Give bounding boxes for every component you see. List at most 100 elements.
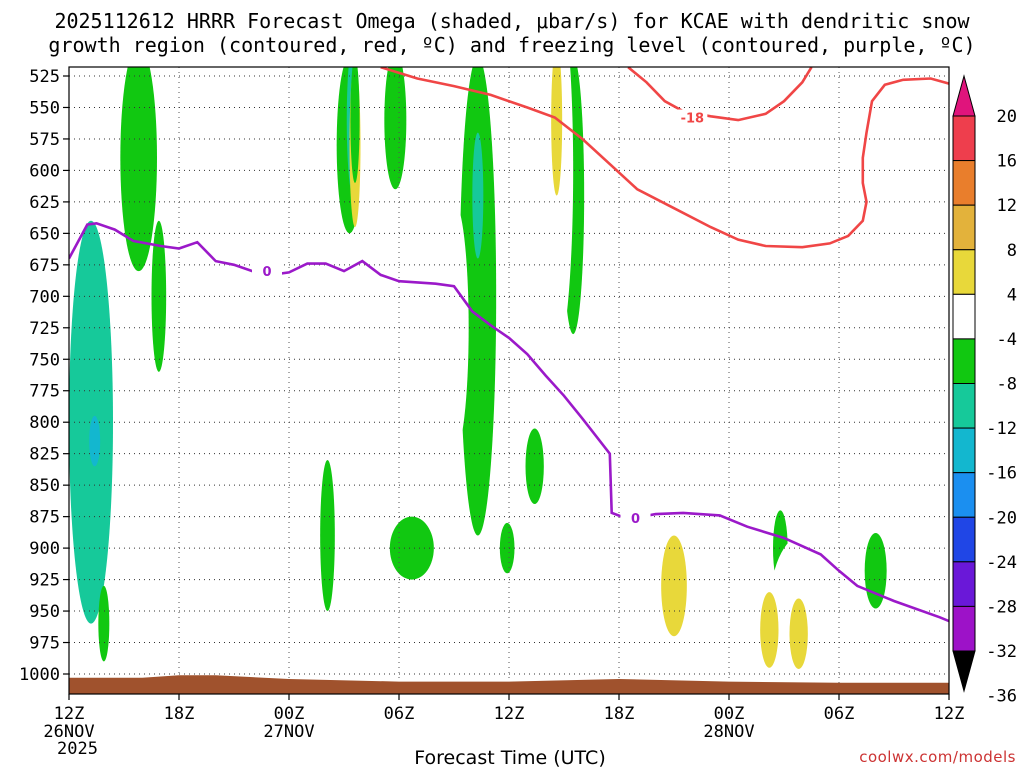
omega-region-35: [901, 346, 913, 448]
omega-region-10: [525, 428, 544, 505]
omega-region-14: [98, 585, 110, 662]
y-tick-label-950: 950: [29, 602, 60, 622]
x-tick-label-3: 06Z: [384, 704, 415, 724]
omega-region-1: [120, 67, 157, 272]
colorbar-swatch-6: [952, 383, 976, 429]
omega-region-20: [237, 548, 286, 694]
y-tick-label-700: 700: [29, 287, 60, 307]
colorbar-label-5: -4: [997, 330, 1017, 350]
omega-region-19: [197, 478, 231, 668]
x-tick-label-5: 18Z: [604, 704, 635, 724]
colorbar-label-13: -36: [986, 687, 1017, 707]
freezing-level-label-1-bg: [620, 509, 651, 526]
colorbar-label-10: -24: [986, 553, 1017, 573]
omega-region-42: [789, 598, 808, 669]
omega-region-9: [389, 516, 434, 580]
omega-region-2: [151, 220, 167, 372]
gridlines: [69, 67, 949, 694]
y-tick-label-600: 600: [29, 161, 60, 181]
y-tick-label-975: 975: [29, 634, 60, 654]
y-tick-label-625: 625: [29, 193, 60, 213]
x-tick-label-8: 12Z: [934, 704, 965, 724]
colorbar: 20 16 12 8 4 -4 -8 -12 -16 -20 -24 -28 -32 -36: [952, 74, 1017, 707]
y-tick-label-850: 850: [29, 476, 60, 496]
colorbar-swatch-0: [952, 115, 976, 162]
y-tick-label-725: 725: [29, 319, 60, 339]
freezing-level-label-0-bg: [252, 263, 282, 280]
ground-terrain: [69, 675, 949, 694]
x-tick-label-4: 12Z: [494, 704, 525, 724]
x-tick-date-2: 27NOV: [263, 722, 314, 742]
colorbar-bottom-arrow: [952, 650, 976, 693]
colorbar-swatch-3: [952, 249, 976, 295]
colorbar-label-2: 12: [997, 196, 1017, 216]
omega-region-8: [320, 459, 335, 612]
dgz-contour-label: -18: [681, 112, 705, 127]
colorbar-swatch-8: [952, 472, 976, 518]
omega-region-24: [362, 623, 473, 687]
chart-title-line2: growth region (contoured, red, ºC) and f…: [48, 33, 975, 57]
x-tick-label-1: 18Z: [164, 704, 195, 724]
colorbar-swatch-11: [952, 605, 976, 652]
y-tick-label-650: 650: [29, 224, 60, 244]
colorbar-label-4: 4: [1007, 285, 1017, 305]
x-tick-label-6: 00Z: [714, 704, 745, 724]
colorbar-label-11: -28: [986, 597, 1017, 617]
x-tick-date-6: 28NOV: [703, 722, 754, 742]
omega-region-16: [472, 132, 484, 259]
colorbar-label-6: -8: [997, 375, 1017, 395]
colorbar-swatch-1: [952, 160, 976, 206]
omega-region-41: [760, 592, 779, 668]
omega-region-40: [661, 535, 687, 637]
chart-title-line1: 2025112612 HRRR Forecast Omega (shaded, …: [54, 9, 970, 33]
colorbar-swatch-9: [952, 516, 976, 563]
y-tick-label-550: 550: [29, 98, 60, 118]
omega-region-18: [267, 233, 297, 435]
y-tick-label-775: 775: [29, 382, 60, 402]
credit-text: coolwx.com/models: [859, 748, 1016, 766]
omega-region-43: [551, 67, 563, 196]
colorbar-label-8: -16: [986, 464, 1017, 484]
x-axis-label: Forecast Time (UTC): [414, 747, 605, 768]
y-tick-label-875: 875: [29, 508, 60, 528]
y-tick-label-825: 825: [29, 445, 60, 465]
colorbar-swatch-7: [952, 427, 976, 474]
y-tick-label-1000: 1000: [19, 665, 60, 685]
omega-region-44: [350, 67, 360, 183]
x-tick-date-0: 26NOV: [43, 722, 94, 742]
colorbar-label-0: 20: [997, 107, 1017, 127]
omega-region-22: [336, 283, 352, 410]
freezing-level-line: [69, 221, 949, 623]
omega-region-37: [932, 94, 949, 297]
plot-area: [69, 67, 949, 694]
dgz-contour-segment-1: [627, 67, 813, 122]
y-tick-label-575: 575: [29, 130, 60, 150]
colorbar-label-12: -32: [986, 642, 1017, 662]
y-tick-label-800: 800: [29, 413, 60, 433]
colorbar-label-9: -20: [986, 508, 1017, 528]
omega-shading: [69, 67, 949, 694]
dgz-contour-label-bg: [677, 109, 708, 126]
omega-region-46: [89, 415, 101, 467]
x-tick-label-2: 00Z: [274, 704, 305, 724]
freezing-level-label-1: 0: [631, 512, 640, 527]
colorbar-swatch-10: [952, 561, 976, 607]
omega-region-28: [571, 573, 601, 687]
colorbar-label-3: 8: [1007, 241, 1017, 261]
colorbar-swatch-4: [952, 293, 976, 340]
freezing-level-label-0: 0: [262, 265, 271, 280]
omega-region-6: [459, 67, 497, 536]
x-tick-year-0: 2025: [57, 739, 98, 759]
omega-region-11: [499, 522, 515, 574]
y-tick-label-925: 925: [29, 571, 60, 591]
omega-region-25: [536, 67, 574, 360]
omega-region-33: [829, 195, 878, 448]
omega-region-21: [296, 67, 330, 423]
omega-region-27: [507, 573, 541, 674]
y-tick-label-900: 900: [29, 539, 60, 559]
y-tick-label-675: 675: [29, 256, 60, 276]
omega-region-36: [917, 611, 949, 687]
contour-labels: -18 0 0: [252, 109, 708, 527]
